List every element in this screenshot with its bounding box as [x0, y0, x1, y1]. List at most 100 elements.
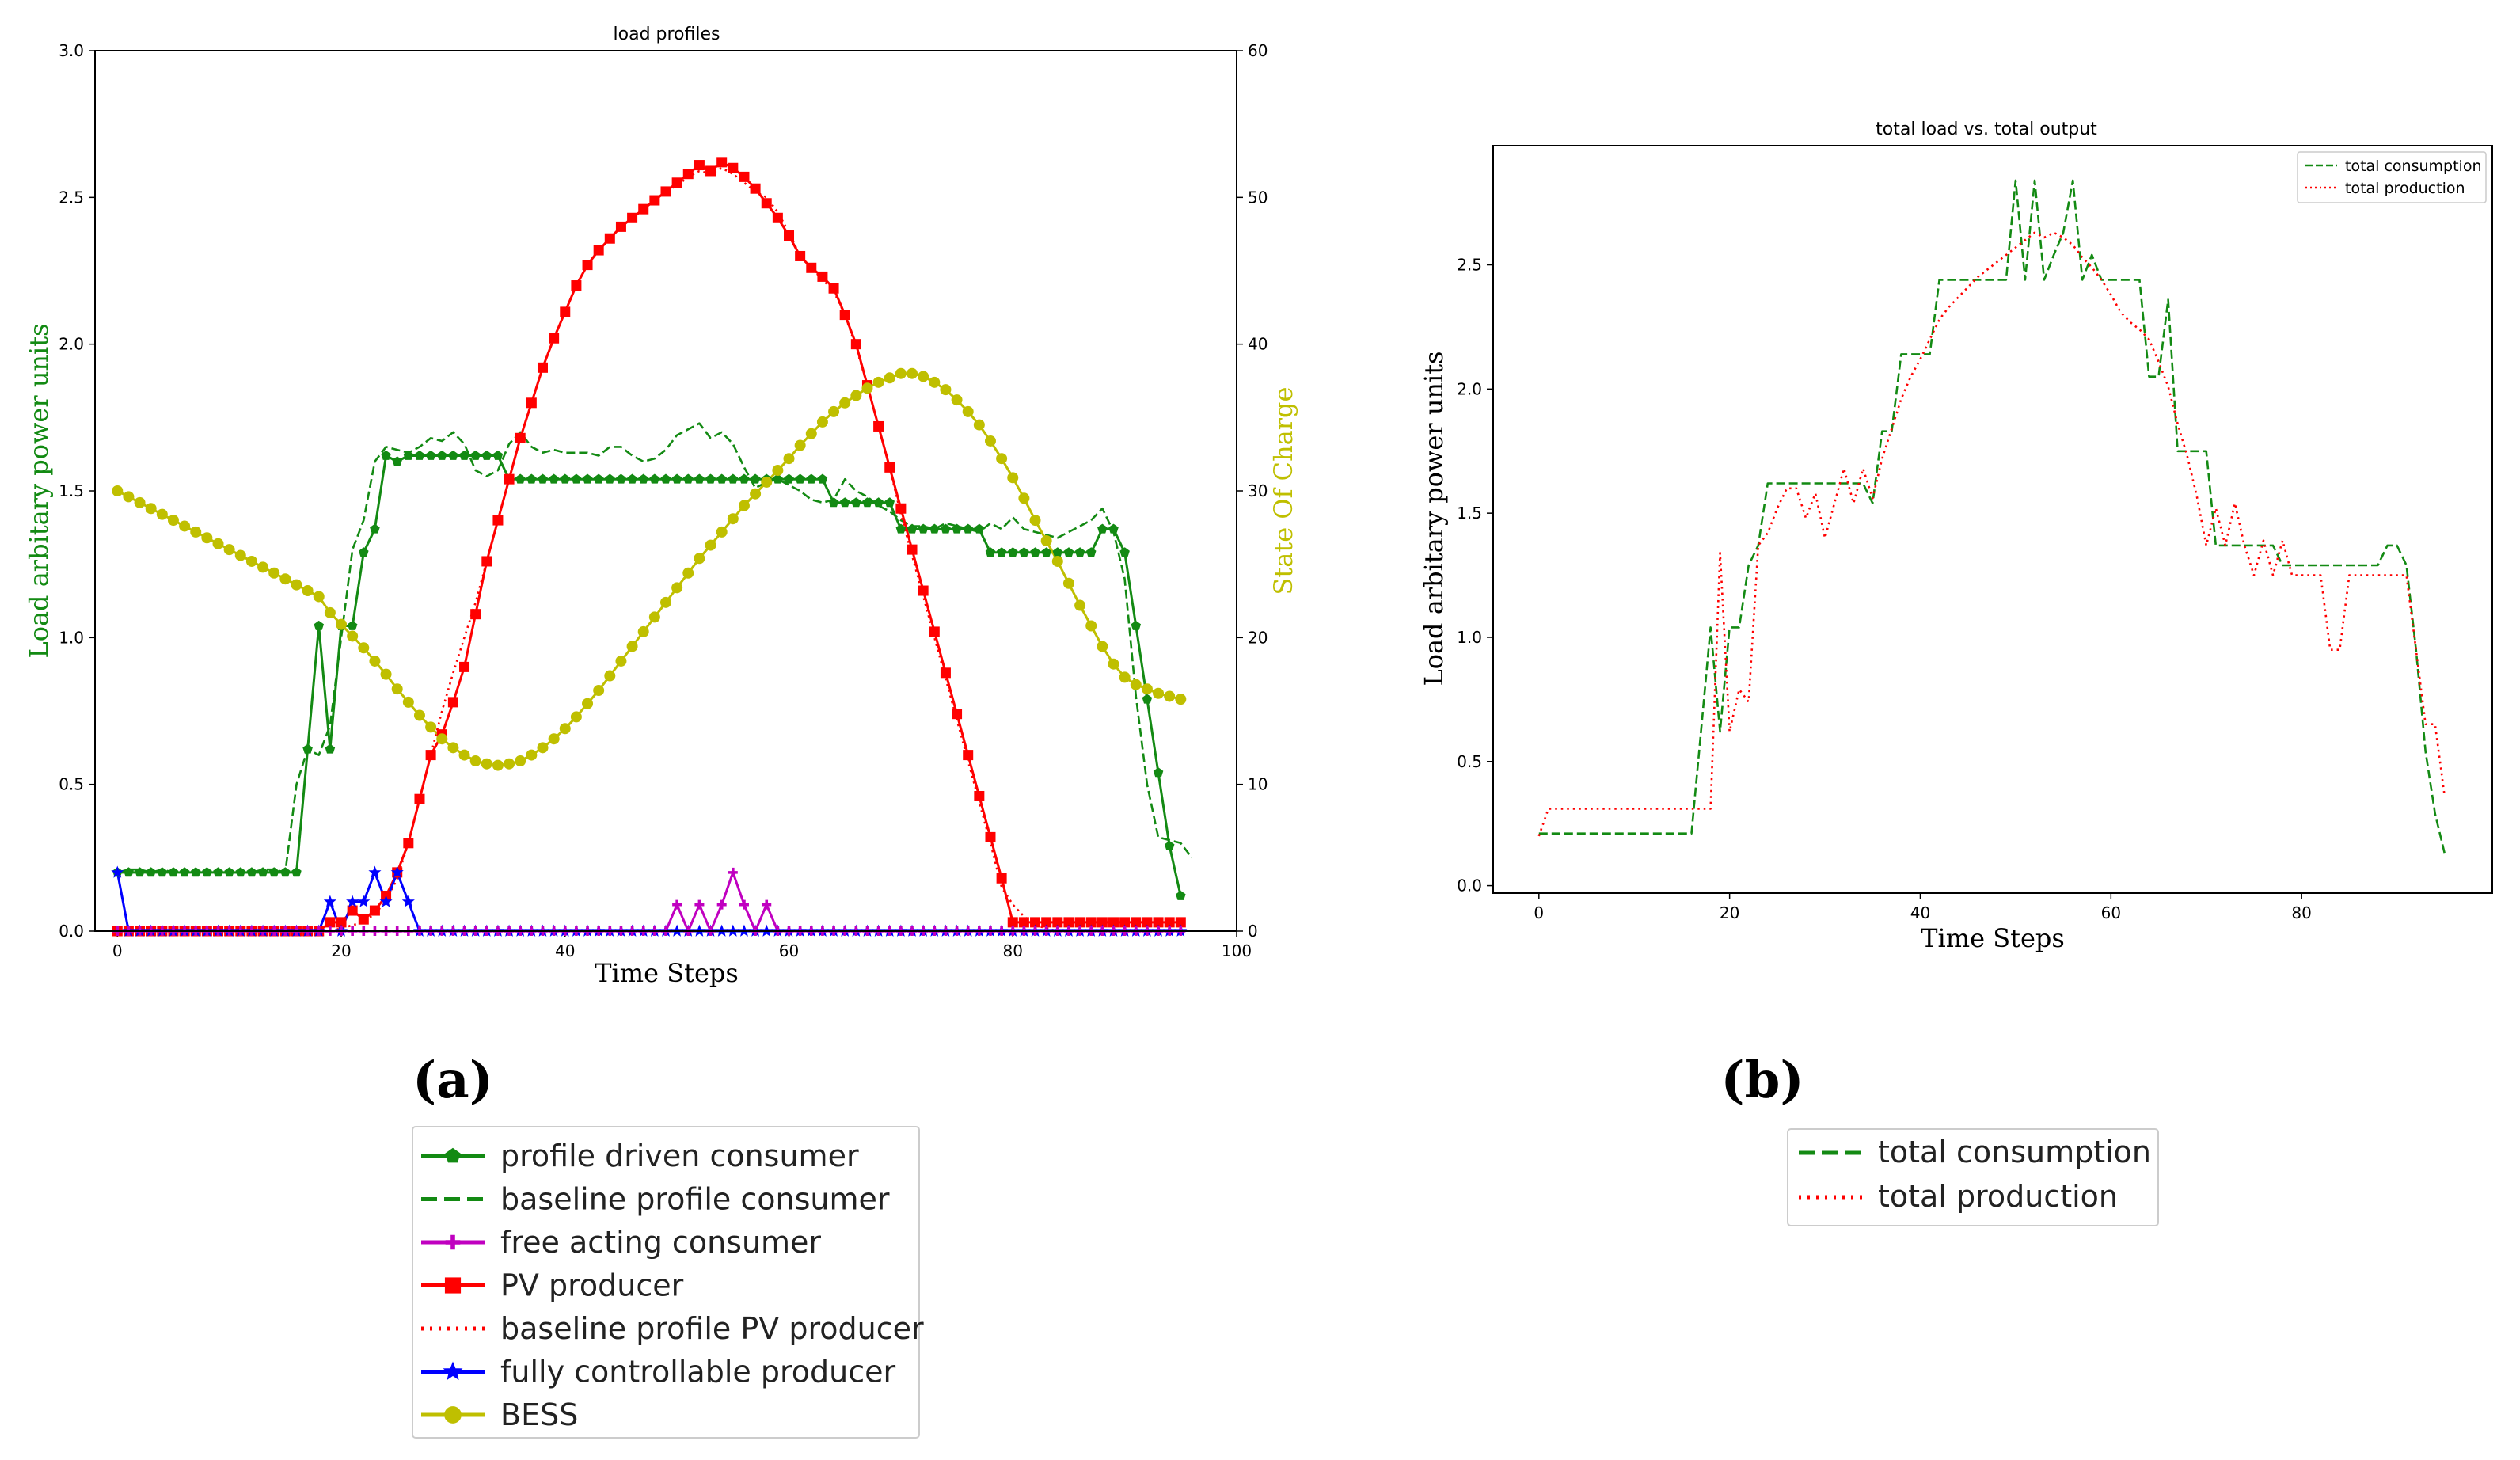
chart-a-point-profile-driven-consumer — [873, 497, 884, 508]
chart-a-point-bess — [996, 453, 1008, 465]
chart-a-point-profile-driven-consumer — [291, 867, 302, 877]
chart-a-point-bess — [1130, 679, 1142, 690]
chart-a-point-profile-driven-consumer — [627, 473, 637, 484]
chart-a-point-bess — [1074, 599, 1086, 611]
chart-a-point-pv-producer — [325, 917, 336, 928]
chart-a-point-profile-driven-consumer — [246, 867, 257, 877]
chart-a-point-bess — [190, 526, 202, 538]
chart-a-point-pv-producer — [705, 165, 716, 177]
chart-a-point-profile-driven-consumer — [974, 523, 985, 534]
chart-a-point-bess — [705, 539, 716, 551]
chart-a-point-profile-driven-consumer — [996, 547, 1007, 557]
chart-a-point-bess — [682, 567, 694, 579]
chart-a-point-bess — [929, 376, 941, 388]
chart-a-point-bess — [526, 749, 538, 761]
chart-a-point-bess — [738, 500, 750, 511]
chart-b-inner-legend: total consumption total production — [2297, 151, 2487, 203]
chart-a-xtick-label: 40 — [555, 941, 575, 960]
chart-a-point-bess — [156, 508, 168, 520]
chart-a-point-profile-driven-consumer — [784, 473, 794, 484]
chart-a-point-bess — [783, 453, 795, 465]
chart-a-point-profile-driven-consumer — [314, 621, 324, 630]
chart-a-point-pv-producer — [481, 556, 492, 567]
chart-a-point-pv-producer — [347, 905, 358, 916]
chart-a-point-profile-driven-consumer — [481, 451, 492, 460]
chart-a-point-profile-driven-consumer — [1108, 523, 1119, 534]
chart-a-point-profile-driven-consumer — [560, 473, 570, 484]
chart-a-point-profile-driven-consumer — [515, 473, 526, 484]
chart-a-ytick-label: 2.0 — [59, 335, 84, 354]
chart-a-point-bess — [347, 630, 359, 642]
chart-a-point-profile-driven-consumer — [1063, 547, 1074, 557]
chart-a-legend-label-pv-producer: PV producer — [500, 1268, 684, 1303]
chart-a-xtick-label: 60 — [779, 941, 799, 960]
chart-a-point-profile-driven-consumer — [571, 473, 582, 484]
chart-a-point-pv-producer — [627, 212, 638, 223]
chart-a-point-bess — [179, 520, 191, 532]
chart-a-point-bess — [895, 367, 907, 379]
chart-a-point-profile-driven-consumer — [179, 867, 190, 877]
chart-a-point-bess — [884, 372, 895, 384]
chart-a-point-profile-driven-consumer — [985, 547, 996, 557]
chart-a-point-profile-driven-consumer — [257, 867, 268, 877]
chart-a-point-bess — [716, 526, 728, 538]
chart-a-point-pv-producer — [660, 186, 671, 197]
chart-a-point-pv-producer — [716, 157, 728, 168]
chart-a-point-profile-driven-consumer — [202, 867, 212, 877]
chart-a-point-profile-driven-consumer — [1030, 547, 1040, 557]
chart-a-point-profile-driven-consumer — [671, 473, 682, 484]
chart-a-series-line-profile-driven-consumer — [117, 454, 1182, 896]
chart-a-point-bess — [940, 384, 952, 396]
chart-a-point-pv-producer — [963, 750, 974, 761]
chart-a-point-pv-producer — [974, 790, 985, 801]
chart-a-point-profile-driven-consumer — [694, 473, 705, 484]
chart-a-point-bess — [515, 755, 526, 767]
chart-a-point-pv-producer — [560, 306, 571, 317]
chart-a-point-pv-producer — [806, 262, 817, 273]
chart-a-point-pv-producer — [504, 473, 515, 485]
chart-a-point-bess — [604, 670, 616, 682]
chart-a-point-bess — [234, 549, 246, 561]
chart-a-point-free-acting-consumer — [715, 898, 728, 911]
chart-a-point-bess — [839, 397, 851, 409]
chart-a-point-pv-producer — [694, 160, 705, 171]
chart-a: load profiles 0 20 40 60 80 1000.00.51.01.52.… — [24, 25, 1298, 988]
chart-a-point-profile-driven-consumer — [1119, 547, 1130, 557]
chart-a-point-pv-producer — [414, 793, 425, 804]
chart-a-point-bess — [750, 488, 762, 500]
chart-b-xtick-label: 0 — [1534, 903, 1544, 922]
chart-a-point-bess — [469, 755, 481, 767]
chart-a-point-profile-driven-consumer — [1164, 841, 1175, 850]
chart-a-point-bess — [962, 405, 974, 417]
chart-a-point-pv-producer — [649, 195, 660, 206]
chart-a-point-bess — [570, 711, 582, 723]
chart-a-point-bess — [302, 585, 314, 597]
chart-a-point-bess — [279, 573, 291, 585]
chart-a-point-free-acting-consumer — [760, 898, 773, 911]
chart-a-point-pv-producer — [369, 905, 380, 916]
chart-a-point-bess — [402, 696, 414, 708]
chart-a-y2tick-label: 20 — [1248, 628, 1268, 647]
chart-a-point-pv-producer — [582, 260, 593, 271]
chart-a-point-profile-driven-consumer — [538, 473, 548, 484]
chart-a-point-bess — [660, 596, 671, 608]
chart-a-point-profile-driven-consumer — [213, 867, 223, 877]
chart-b-legend: total consumption total production — [1787, 1128, 2159, 1226]
chart-a-point-bess — [134, 496, 146, 508]
chart-a-point-profile-driven-consumer — [660, 473, 671, 484]
chart-a-point-bess — [1141, 683, 1153, 695]
chart-a-point-pv-producer — [515, 432, 526, 443]
chart-a-point-profile-driven-consumer — [1041, 547, 1051, 557]
chart-a-point-profile-driven-consumer — [235, 867, 245, 877]
chart-b-inner-legend-label-consumption: total consumption — [2345, 158, 2482, 175]
panel-label-b: (b) — [1720, 1051, 1804, 1110]
chart-a-point-bess — [212, 538, 224, 549]
chart-a-point-profile-driven-consumer — [470, 451, 481, 460]
chart-a-point-profile-driven-consumer — [839, 497, 850, 508]
chart-a-point-pv-producer — [358, 914, 369, 925]
chart-a-point-bess — [369, 655, 381, 667]
chart-a-point-profile-driven-consumer — [929, 523, 940, 534]
chart-a-ytick-label: 2.5 — [59, 188, 84, 207]
chart-b-ytick-label: 0.5 — [1457, 752, 1482, 771]
chart-a-point-pv-producer — [907, 544, 918, 555]
